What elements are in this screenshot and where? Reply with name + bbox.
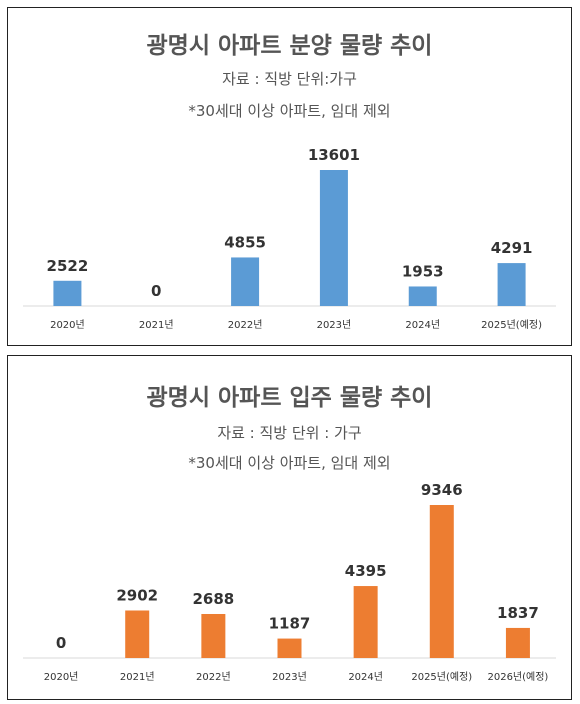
category-label-0: 2020년 [44, 671, 79, 683]
category-label-4: 2024년 [348, 671, 383, 683]
chart-title: 광명시 아파트 분양 물량 추이 [146, 33, 433, 59]
category-label-0: 2020년 [50, 319, 85, 331]
chart-subtitle: 자료 : 직방 단위:가구 [222, 70, 357, 88]
chart-title: 광명시 아파트 입주 물량 추이 [146, 385, 433, 411]
bar-0 [53, 280, 82, 306]
category-label-1: 2021년 [139, 319, 174, 331]
value-label-2: 4855 [224, 233, 266, 251]
bar-1 [125, 610, 150, 658]
chart-panel-supply: 광명시 아파트 분양 물량 추이 자료 : 직방 단위:가구 *30세대 이상 … [7, 7, 572, 346]
category-label-3: 2023년 [317, 319, 352, 331]
value-label-1: 2902 [116, 586, 158, 604]
bar-2 [231, 257, 260, 306]
bar-5 [497, 263, 526, 306]
bar-2 [201, 613, 226, 658]
value-label-0: 2522 [47, 257, 89, 275]
category-label-5: 2025년(예정) [411, 671, 472, 683]
chart-note: *30세대 이상 아파트, 임대 제외 [188, 102, 391, 120]
value-label-4: 4395 [345, 562, 387, 580]
value-label-5: 9346 [421, 481, 463, 499]
category-label-1: 2021년 [120, 671, 155, 683]
value-label-5: 4291 [491, 239, 533, 257]
bar-3 [277, 638, 302, 658]
value-label-1: 0 [151, 282, 161, 300]
chart-panel-movein: 광명시 아파트 입주 물량 추이 자료 : 직방 단위 : 가구 *30세대 이… [7, 355, 572, 700]
value-label-3: 1187 [269, 615, 311, 633]
bar-6 [505, 627, 530, 658]
value-label-6: 1837 [497, 604, 539, 622]
bar-4 [353, 586, 378, 658]
value-label-4: 1953 [402, 262, 444, 280]
category-label-6: 2026년(예정) [487, 671, 548, 683]
chart-subtitle: 자료 : 직방 단위 : 가구 [217, 424, 362, 442]
category-label-4: 2024년 [405, 319, 440, 331]
category-label-5: 2025년(예정) [481, 319, 542, 331]
category-label-2: 2022년 [228, 319, 263, 331]
chart-note: *30세대 이상 아파트, 임대 제외 [188, 454, 391, 472]
bar-4 [408, 286, 437, 306]
category-label-3: 2023년 [272, 671, 307, 683]
chart-movein: 0 2020년 2902 2021년 2688 2022년 1187 2023년 4395 202… [23, 481, 556, 683]
value-label-2: 2688 [192, 590, 234, 608]
value-label-0: 0 [56, 634, 66, 652]
value-label-3: 13601 [308, 146, 360, 164]
category-label-2: 2022년 [196, 671, 231, 683]
chart-supply: 2522 2020년 0 2021년 4855 2022년 13601 2023년 1953 20… [23, 146, 556, 331]
bar-3 [319, 170, 348, 306]
bar-5 [429, 505, 454, 658]
